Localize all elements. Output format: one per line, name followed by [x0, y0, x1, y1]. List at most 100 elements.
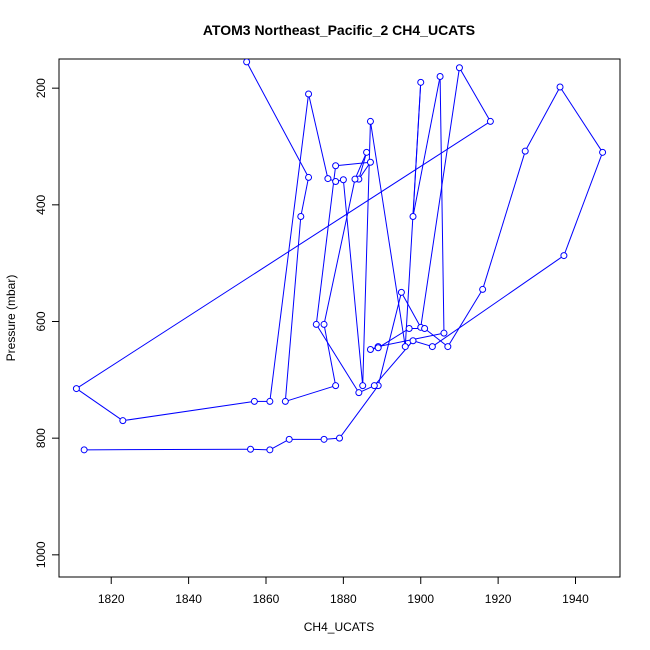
data-point [440, 329, 448, 337]
series-line-segment [377, 292, 402, 386]
series-line-segment [412, 76, 441, 217]
data-point [374, 344, 382, 352]
series-line-segment [122, 400, 255, 422]
series-line-segment [269, 438, 290, 451]
series-line-segment [432, 255, 565, 347]
x-tick-label: 1900 [407, 592, 434, 606]
data-point [243, 59, 251, 66]
data-point [281, 397, 289, 405]
data-point [339, 176, 347, 184]
data-point [455, 64, 463, 72]
data-point [305, 90, 313, 98]
x-tick-label: 1940 [562, 592, 589, 606]
data-point [72, 385, 80, 393]
data-point [436, 73, 444, 80]
data-point [332, 178, 340, 185]
data-point [359, 382, 367, 390]
data-point [405, 325, 413, 332]
series-line-segment [342, 179, 364, 386]
data-point [312, 320, 320, 328]
series-line-segment [412, 82, 422, 217]
data-point [320, 435, 328, 443]
data-point [320, 320, 328, 328]
data-point [521, 147, 529, 155]
series-line-segment [269, 93, 310, 402]
y-axis: 200 400 600 800 1000 [34, 78, 60, 568]
x-tick-label: 1860 [253, 592, 280, 606]
y-tick-label: 800 [34, 428, 48, 448]
data-point [428, 343, 436, 351]
series-line-segment [377, 328, 410, 349]
series-line-segment [323, 179, 356, 325]
series-line-segment [308, 93, 329, 179]
data-point [363, 148, 371, 156]
series-line-segment [369, 121, 406, 347]
series-line-segment [420, 67, 460, 328]
series-line-segment [563, 152, 604, 256]
data-point [479, 285, 487, 293]
x-axis-label: CH4_UCATS [304, 620, 374, 634]
data-point [80, 446, 88, 454]
data-point [560, 252, 568, 260]
series-line-segment [358, 152, 368, 180]
data-point [401, 343, 409, 351]
series-line-segment [354, 152, 368, 180]
series-line-segment [315, 165, 337, 325]
data-point [421, 325, 429, 332]
series-line-segment [524, 86, 561, 152]
data-point [332, 382, 340, 390]
data-point [119, 417, 127, 425]
data-point [250, 397, 258, 405]
series-line-segment [439, 76, 445, 334]
series-line-segment [285, 385, 336, 402]
series-line-segment [323, 324, 337, 386]
y-tick-label: 200 [34, 78, 48, 98]
series-line-segment [335, 161, 371, 167]
series-line-segment [300, 177, 310, 217]
data-point [599, 148, 607, 156]
y-axis-label: Pressure (mbar) [4, 275, 18, 362]
data-point [324, 175, 332, 183]
x-tick-label: 1920 [485, 592, 512, 606]
data-point [336, 434, 343, 442]
series-line-segment [482, 151, 526, 290]
series-line-segment [315, 324, 360, 393]
data-point [409, 337, 417, 345]
data-point [486, 117, 494, 125]
y-tick-label: 1000 [34, 541, 48, 568]
data-point [297, 213, 305, 220]
series-line-segment [447, 289, 484, 347]
data-point [397, 288, 405, 296]
series-line-segment [339, 385, 379, 439]
x-axis: 1820 1840 1860 1880 1900 1920 1940 [98, 576, 589, 606]
data-point [266, 446, 274, 454]
data-point [409, 213, 417, 220]
data-point [366, 158, 374, 166]
series-line-segment [284, 216, 302, 402]
data-point [266, 397, 274, 405]
series-line-segment [84, 448, 251, 451]
data-point [366, 117, 374, 125]
series-line-segment [400, 292, 422, 328]
data-point [370, 382, 378, 390]
data-point [556, 83, 564, 91]
data-point [351, 175, 359, 183]
series-line-segment [424, 328, 449, 347]
data-point [285, 435, 293, 443]
data-point [366, 346, 374, 353]
data-point [332, 162, 340, 170]
series-line-segment [459, 67, 491, 122]
y-tick-label: 600 [34, 311, 48, 331]
x-tick-label: 1820 [98, 592, 125, 606]
x-tick-label: 1840 [175, 592, 202, 606]
data-point [305, 173, 313, 181]
series-line-segment [559, 86, 604, 153]
y-tick-label: 400 [34, 195, 48, 215]
x-tick-label: 1880 [330, 592, 357, 606]
data-point [355, 389, 363, 397]
series-line-segment [76, 388, 124, 422]
data-point [444, 343, 452, 351]
plot-frame [58, 58, 621, 578]
plot-area [72, 59, 607, 454]
